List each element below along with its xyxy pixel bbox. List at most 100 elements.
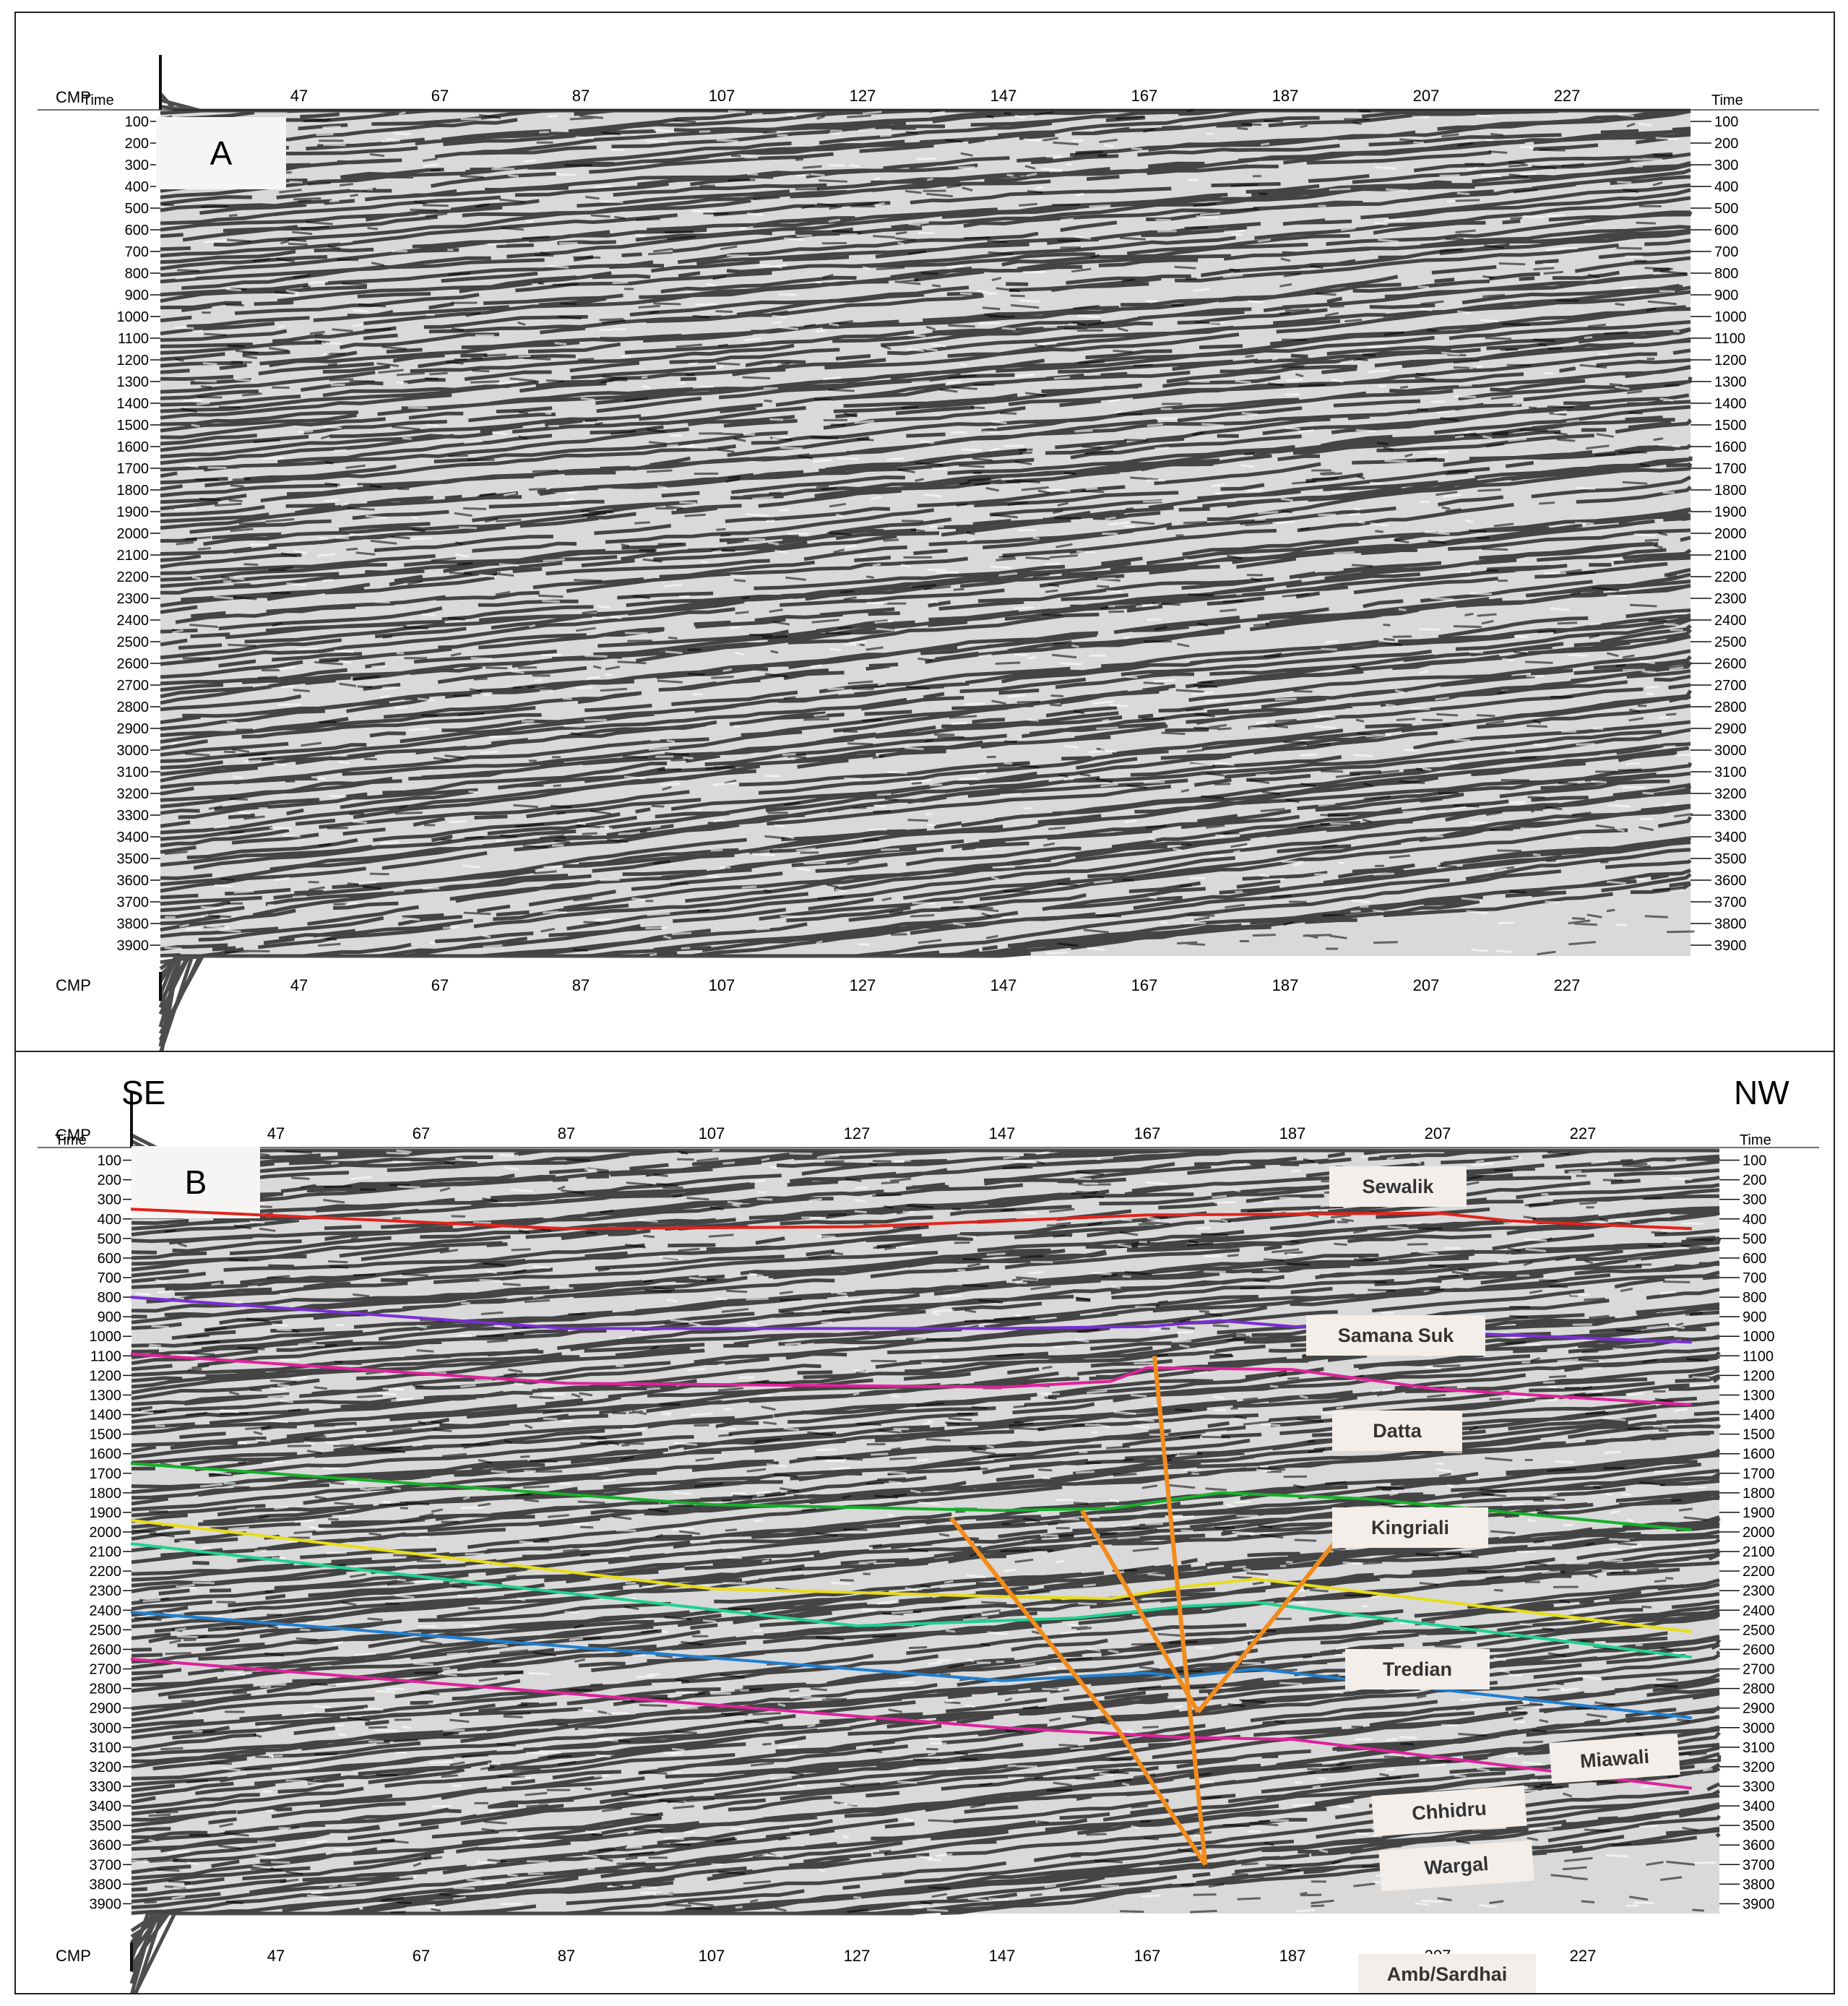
time-tick-left: 3600 <box>90 1838 122 1854</box>
time-label-left: Time <box>55 1132 87 1148</box>
time-tick-right: 3100 <box>1743 1740 1775 1756</box>
time-tick-right: 1300 <box>1714 374 1747 390</box>
time-label-right: Time <box>1711 92 1743 108</box>
time-tick-left: 1000 <box>117 309 150 325</box>
time-tick-right: 3000 <box>1743 1721 1775 1736</box>
time-tick-right: 2300 <box>1714 591 1747 607</box>
formation-label-text: Sewalik <box>1362 1176 1434 1197</box>
cmp-tick-top: 127 <box>850 87 876 105</box>
time-tick-left: 300 <box>125 158 149 173</box>
fault-line <box>1196 1531 1345 1713</box>
time-tick-left: 1800 <box>117 483 150 499</box>
time-tick-left: 1200 <box>117 353 150 369</box>
formation-label: Chhidru <box>1371 1785 1527 1837</box>
cmp-tick-bottom: 127 <box>844 1947 871 1965</box>
direction-left-label: SE <box>121 1074 165 1111</box>
time-tick-right: 1500 <box>1743 1427 1775 1443</box>
time-tick-right: 2800 <box>1743 1682 1775 1697</box>
time-tick-right: 1100 <box>1714 331 1745 347</box>
time-tick-left: 1400 <box>90 1408 122 1424</box>
cmp-tick-top: 127 <box>844 1124 871 1142</box>
time-tick-left: 900 <box>125 288 149 304</box>
formation-label-text: Chhidru <box>1411 1797 1487 1824</box>
time-tick-right: 3300 <box>1714 808 1747 824</box>
seismic-panel-b: CMP CMP 47 47 67 67 87 87 107 107 127 127 147 147 167 1… <box>14 1051 1835 1994</box>
time-tick-right: 500 <box>1714 201 1738 217</box>
time-tick-left: 3000 <box>90 1721 122 1736</box>
formation-label: Wargal <box>1378 1840 1534 1892</box>
time-tick-left: 3700 <box>117 895 150 911</box>
cmp-tick-top: 147 <box>990 87 1017 105</box>
formation-label-text: Tredian <box>1383 1658 1452 1680</box>
time-tick-right: 3600 <box>1743 1838 1775 1854</box>
time-tick-left: 1400 <box>117 396 150 412</box>
time-tick-right: 1300 <box>1743 1387 1775 1403</box>
formation-label-text: Kingriali <box>1371 1517 1449 1538</box>
time-tick-left: 1500 <box>117 418 150 434</box>
time-tick-right: 3900 <box>1743 1896 1775 1912</box>
cmp-label-bottom: CMP <box>56 1947 91 1965</box>
time-tick-right: 2500 <box>1714 634 1747 650</box>
time-tick-left: 3800 <box>117 916 150 932</box>
formation-label: Tredian <box>1345 1649 1490 1689</box>
time-tick-left: 1100 <box>90 1348 121 1364</box>
time-tick-right: 3700 <box>1743 1857 1775 1873</box>
time-tick-right: 300 <box>1743 1192 1766 1208</box>
cmp-tick-top: 147 <box>989 1124 1016 1142</box>
time-tick-left: 3500 <box>117 851 150 867</box>
time-tick-left: 3200 <box>117 786 150 802</box>
time-tick-right: 2400 <box>1714 613 1747 629</box>
time-tick-left: 100 <box>98 1153 121 1169</box>
time-tick-right: 700 <box>1743 1270 1766 1286</box>
cmp-tick-bottom: 67 <box>431 976 449 994</box>
time-tick-right: 3700 <box>1714 895 1747 911</box>
time-tick-left: 2600 <box>90 1642 122 1658</box>
panel-label: B <box>185 1163 207 1201</box>
cmp-tick-top: 167 <box>1131 87 1158 105</box>
time-tick-left: 2400 <box>117 613 150 629</box>
time-tick-right: 1100 <box>1743 1348 1774 1364</box>
formation-label: Amb/Sardhai <box>1358 1954 1536 1993</box>
time-tick-right: 2200 <box>1714 569 1747 585</box>
horizon-line <box>130 1611 1693 1720</box>
cmp-tick-bottom: 187 <box>1272 976 1299 994</box>
time-tick-right: 2600 <box>1743 1642 1775 1658</box>
time-tick-left: 1700 <box>117 461 150 477</box>
time-tick-right: 2500 <box>1743 1622 1775 1638</box>
cmp-tick-bottom: 107 <box>709 976 735 994</box>
time-tick-left: 500 <box>125 201 149 217</box>
time-tick-right: 1500 <box>1714 418 1747 434</box>
time-tick-right: 900 <box>1743 1309 1766 1325</box>
cmp-tick-top: 187 <box>1272 87 1299 105</box>
time-tick-left: 1000 <box>90 1329 122 1345</box>
seismic-panel-a: CMP CMP 47 47 67 67 87 87 107 107 127 127 147 147 167 1… <box>14 12 1835 1054</box>
time-tick-left: 2500 <box>117 634 150 650</box>
time-tick-right: 600 <box>1743 1251 1766 1267</box>
cmp-tick-bottom: 167 <box>1134 1947 1161 1965</box>
formation-label: Miawali <box>1549 1734 1680 1784</box>
time-tick-left: 2300 <box>90 1583 122 1599</box>
time-tick-left: 2200 <box>117 569 150 585</box>
time-tick-left: 3000 <box>117 743 150 759</box>
cmp-tick-bottom: 207 <box>1413 976 1440 994</box>
time-tick-left: 3100 <box>90 1740 122 1756</box>
formation-label: Kingriali <box>1332 1507 1488 1548</box>
time-tick-right: 1000 <box>1743 1329 1775 1345</box>
time-tick-right: 3500 <box>1714 851 1747 867</box>
time-tick-left: 600 <box>125 223 149 238</box>
time-tick-left: 400 <box>98 1212 121 1228</box>
time-tick-left: 2100 <box>90 1544 122 1560</box>
formation-label-text: Samana Suk <box>1338 1325 1455 1346</box>
time-tick-left: 600 <box>98 1251 121 1267</box>
time-tick-left: 2200 <box>90 1564 122 1580</box>
time-tick-left: 1500 <box>90 1427 122 1443</box>
time-tick-right: 2200 <box>1743 1564 1775 1580</box>
time-tick-right: 200 <box>1714 136 1738 152</box>
cmp-tick-top: 167 <box>1134 1124 1161 1142</box>
time-tick-left: 1600 <box>90 1447 122 1463</box>
time-tick-left: 3900 <box>117 938 150 954</box>
time-tick-left: 2900 <box>117 721 150 737</box>
time-tick-left: 2000 <box>90 1525 122 1541</box>
time-tick-right: 2000 <box>1743 1525 1775 1541</box>
cmp-tick-bottom: 67 <box>413 1947 430 1965</box>
